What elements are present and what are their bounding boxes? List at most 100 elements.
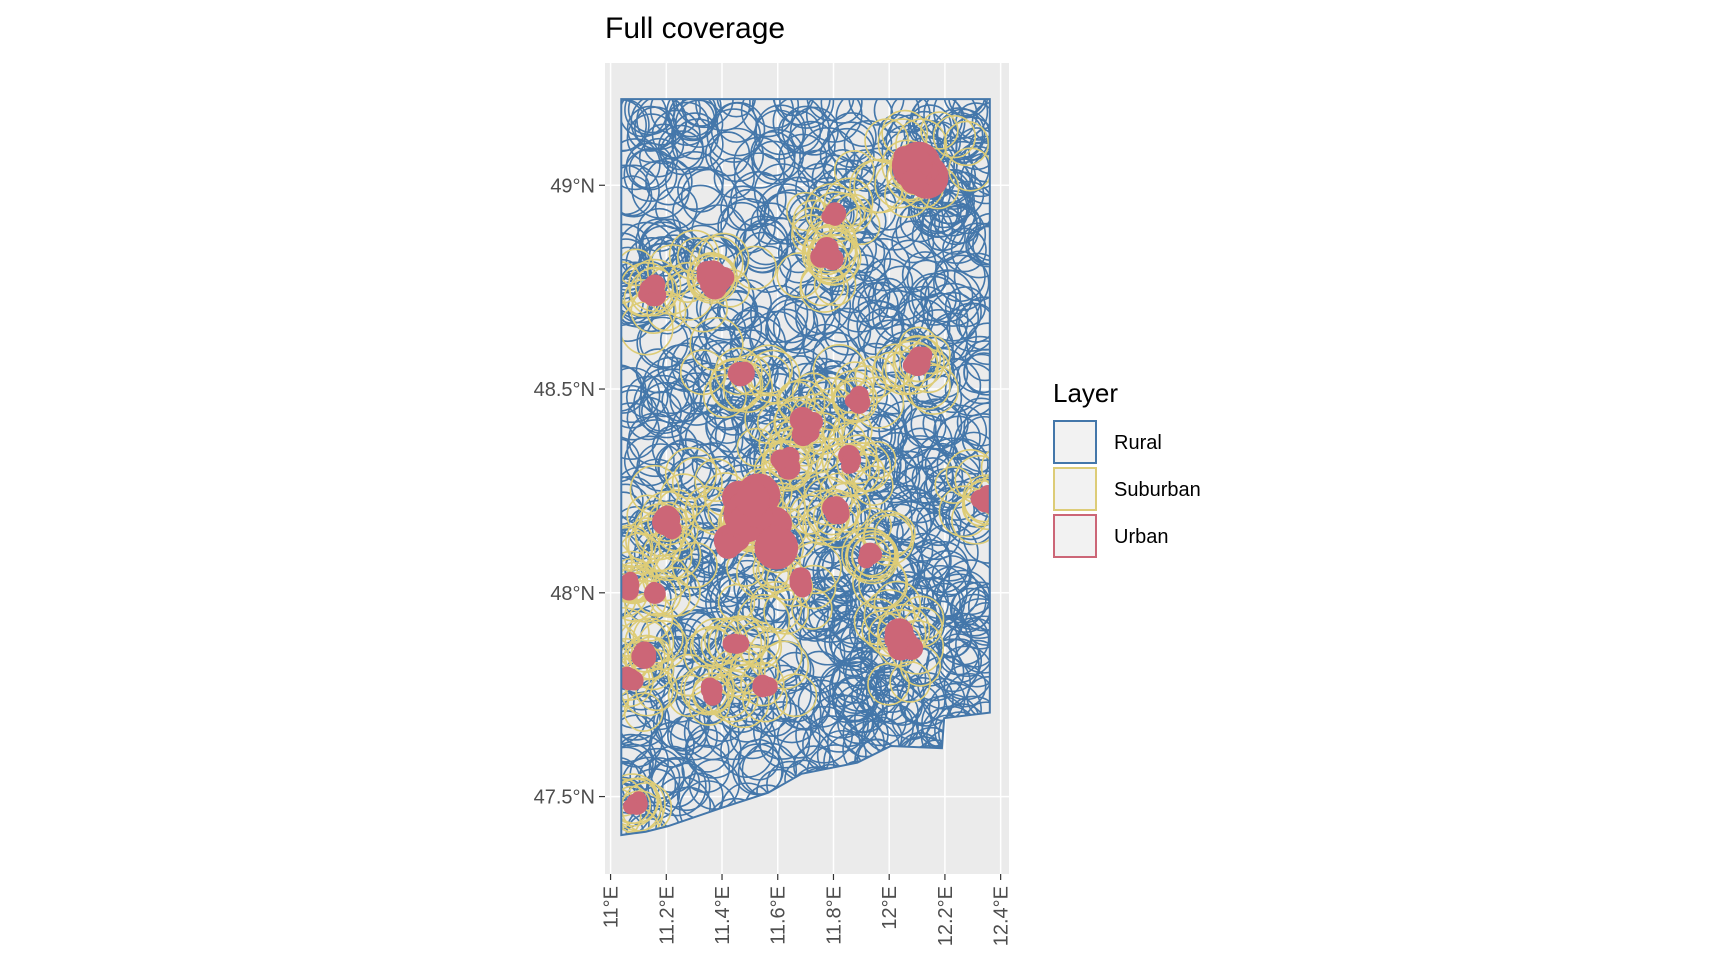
rural-area [826, 590, 881, 645]
rural-area [621, 475, 644, 526]
rural-area [961, 415, 990, 462]
y-tick-label: 48°N [550, 583, 595, 605]
rural-area [661, 762, 711, 812]
rural-area [623, 435, 675, 487]
axes: 11°E 11.2°E 11.4°E 11.6°E 11.8°E 12°E 12.2°E 12… [534, 175, 1013, 946]
rural-area [621, 714, 663, 768]
urban-area [849, 394, 869, 414]
rural-area [847, 299, 903, 356]
suburban-area [776, 252, 823, 299]
suburban-area [732, 245, 777, 290]
suburban-area [889, 660, 932, 703]
suburban-area [884, 340, 939, 395]
rural-area [779, 99, 835, 129]
rural-area [664, 150, 724, 210]
urban-area [814, 243, 839, 268]
suburban-area [892, 335, 945, 389]
suburban-area [773, 673, 818, 718]
urban-area [647, 584, 663, 601]
x-tick-label: 11.2°E [656, 886, 678, 945]
urban-area [662, 519, 682, 540]
suburban-area [641, 554, 689, 602]
rural-area [810, 693, 869, 753]
urban-area [715, 533, 741, 559]
urban-area [733, 362, 755, 385]
rural-area [651, 501, 705, 555]
rural-area [923, 282, 982, 342]
rural-area [621, 402, 660, 460]
rural-area [772, 300, 827, 354]
rural-area [688, 758, 740, 811]
suburban-area [853, 465, 894, 506]
suburban-area [908, 364, 959, 415]
rural-area [848, 447, 901, 500]
rural-area [819, 127, 875, 183]
rural-area [933, 254, 990, 311]
rural-area [751, 99, 800, 129]
rural-area [947, 99, 989, 118]
rural-area [910, 398, 963, 451]
suburban-area [646, 291, 687, 332]
rural-area [753, 109, 805, 160]
rural-area [621, 389, 659, 441]
rural-area [956, 353, 990, 405]
rural-area [926, 291, 980, 345]
rural-area [951, 99, 990, 141]
x-tick-label: 12°E [879, 886, 901, 930]
rural-area [937, 633, 980, 676]
rural-area [826, 112, 877, 162]
rural-area [829, 661, 882, 715]
suburban-area [627, 634, 666, 674]
urban-area [900, 168, 927, 195]
suburban-area [621, 777, 666, 832]
suburban-area [709, 357, 764, 412]
suburban-area [621, 787, 642, 836]
suburban-area [730, 646, 779, 696]
suburban-area [664, 447, 718, 500]
rural-area [774, 651, 815, 692]
rural-area [925, 638, 980, 693]
rural-area [621, 779, 652, 836]
chart-title: Full coverage [605, 12, 785, 45]
rural-area [950, 335, 990, 394]
suburban-area [832, 377, 878, 424]
rural-area [733, 152, 785, 204]
rural-area [906, 259, 947, 299]
suburban-area [647, 501, 688, 542]
urban-area [753, 677, 769, 693]
rural-area [846, 413, 905, 472]
rural-area [929, 190, 976, 237]
suburban-area [709, 358, 762, 411]
rural-area [890, 99, 931, 134]
rural-area [967, 212, 990, 262]
rural-area [945, 493, 990, 546]
suburban-area [945, 449, 990, 499]
rural-area [752, 129, 805, 181]
rural-area [670, 712, 718, 761]
legend-label: Suburban [1114, 479, 1201, 501]
rural-area [951, 581, 990, 640]
x-tick-label: 11.8°E [823, 886, 845, 945]
rural-area [655, 629, 711, 684]
x-tick-label: 11.6°E [768, 886, 790, 945]
rural-area [675, 99, 734, 129]
rural-area [864, 191, 924, 251]
rural-area [809, 345, 868, 404]
rural-area [795, 705, 853, 764]
rural-area [637, 207, 682, 253]
rural-area [931, 555, 972, 596]
rural-area [799, 598, 842, 641]
rural-area [844, 650, 892, 697]
rural-area [924, 437, 981, 494]
rural-area [878, 400, 937, 459]
rural-area [967, 582, 990, 632]
rural-area [786, 120, 836, 170]
suburban-area [621, 557, 655, 602]
urban-area [621, 581, 636, 599]
rural-area [804, 269, 851, 316]
rural-area [777, 110, 822, 154]
suburban-area [686, 252, 738, 304]
suburban-area [943, 120, 990, 167]
rural-area [626, 105, 674, 152]
